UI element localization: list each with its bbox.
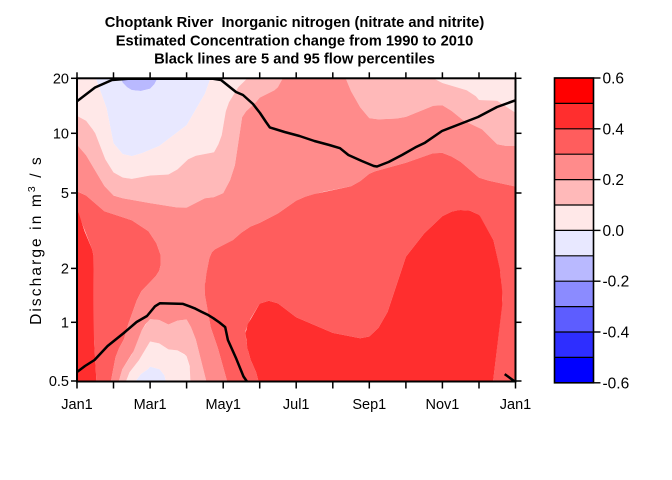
svg-text:Discharge in m3 / s: Discharge in m3 / s — [26, 155, 45, 325]
svg-text:Choptank River Inorganic nitr: Choptank River Inorganic nitrogen (nitra… — [105, 15, 485, 31]
svg-text:-0.6: -0.6 — [603, 375, 630, 392]
svg-text:20: 20 — [53, 71, 69, 87]
svg-text:Jul1: Jul1 — [283, 397, 310, 413]
svg-text:-0.2: -0.2 — [603, 274, 630, 291]
svg-text:0.0: 0.0 — [603, 223, 625, 240]
svg-text:5: 5 — [61, 186, 69, 202]
svg-text:-0.4: -0.4 — [603, 325, 630, 342]
svg-text:0.6: 0.6 — [603, 71, 625, 88]
svg-text:Estimated Concentration change: Estimated Concentration change from 1990… — [116, 34, 474, 50]
svg-text:10: 10 — [53, 126, 69, 142]
svg-text:0.2: 0.2 — [603, 172, 625, 189]
svg-text:1: 1 — [61, 315, 69, 331]
svg-text:Sep1: Sep1 — [352, 397, 386, 413]
svg-text:0.5: 0.5 — [49, 374, 69, 390]
svg-text:2: 2 — [61, 261, 69, 277]
svg-text:Mar1: Mar1 — [134, 397, 167, 413]
svg-text:Nov1: Nov1 — [425, 397, 459, 413]
svg-text:Black lines are 5 and 95 flow: Black lines are 5 and 95 flow percentile… — [154, 52, 435, 68]
svg-text:May1: May1 — [205, 397, 240, 413]
svg-text:Jan1: Jan1 — [61, 397, 92, 413]
svg-text:Jan1: Jan1 — [500, 397, 531, 413]
svg-text:0.4: 0.4 — [603, 121, 625, 138]
